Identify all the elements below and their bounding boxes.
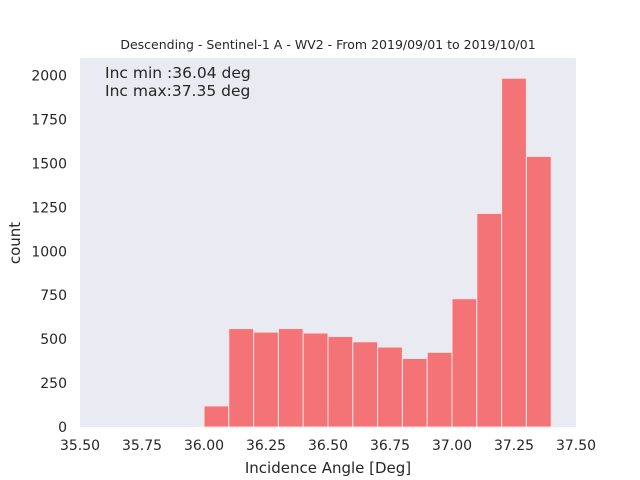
y-tick-label: 1500 xyxy=(31,156,67,172)
y-tick-label: 750 xyxy=(40,288,67,304)
y-tick-label: 1750 xyxy=(31,113,67,129)
y-tick-label: 1250 xyxy=(31,200,67,216)
histogram-bar xyxy=(302,332,329,428)
y-tick-label: 500 xyxy=(40,332,67,348)
x-tick-label: 36.75 xyxy=(370,438,410,454)
x-tick-label: 37.50 xyxy=(556,438,596,454)
y-tick-labels: 0 250 500 750 1000 1250 1500 1750 2000 xyxy=(31,69,67,436)
y-tick-label: 250 xyxy=(40,376,67,392)
histogram-bar xyxy=(277,328,304,428)
histogram-bar xyxy=(451,298,478,428)
annotation-inc-max: Inc max:37.35 deg xyxy=(105,82,250,100)
histogram-bar xyxy=(377,346,403,428)
y-tick-label: 1000 xyxy=(31,244,67,260)
histogram-bar xyxy=(352,341,379,428)
x-tick-label: 35.50 xyxy=(60,438,100,454)
bars-group xyxy=(203,77,552,428)
histogram-bar xyxy=(401,357,428,428)
histogram-bar xyxy=(426,351,453,428)
x-tick-label: 36.00 xyxy=(184,438,224,454)
annotation-inc-min: Inc min :36.04 deg xyxy=(105,64,251,82)
x-tick-label: 37.00 xyxy=(432,438,472,454)
histogram-bar xyxy=(525,155,552,428)
histogram-bar xyxy=(228,328,255,428)
x-tick-label: 36.25 xyxy=(246,438,286,454)
histogram-bar xyxy=(476,213,503,428)
histogram-bar xyxy=(203,405,230,428)
histogram-bar xyxy=(501,77,527,428)
x-tick-label: 36.50 xyxy=(308,438,348,454)
y-tick-label: 0 xyxy=(58,420,67,436)
y-axis-label: count xyxy=(6,222,24,264)
y-tick-label: 2000 xyxy=(31,69,67,85)
histogram-bar xyxy=(327,336,354,428)
x-axis-label: Incidence Angle [Deg] xyxy=(245,459,411,477)
x-tick-labels: 35.50 35.75 36.00 36.25 36.50 36.75 37.00 37.25… xyxy=(60,438,596,454)
x-tick-label: 37.25 xyxy=(494,438,534,454)
x-tick-label: 35.75 xyxy=(122,438,162,454)
chart-title: Descending - Sentinel-1 A - WV2 - From 2… xyxy=(120,37,535,52)
histogram-bar xyxy=(253,331,279,428)
